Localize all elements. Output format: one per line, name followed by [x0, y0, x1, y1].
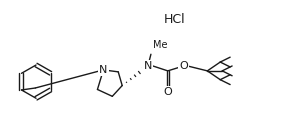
Text: HCl: HCl — [164, 12, 186, 25]
Text: O: O — [179, 61, 188, 71]
Text: Me: Me — [153, 40, 167, 50]
Text: N: N — [99, 65, 107, 75]
Text: O: O — [163, 87, 172, 97]
Text: N: N — [144, 61, 152, 71]
